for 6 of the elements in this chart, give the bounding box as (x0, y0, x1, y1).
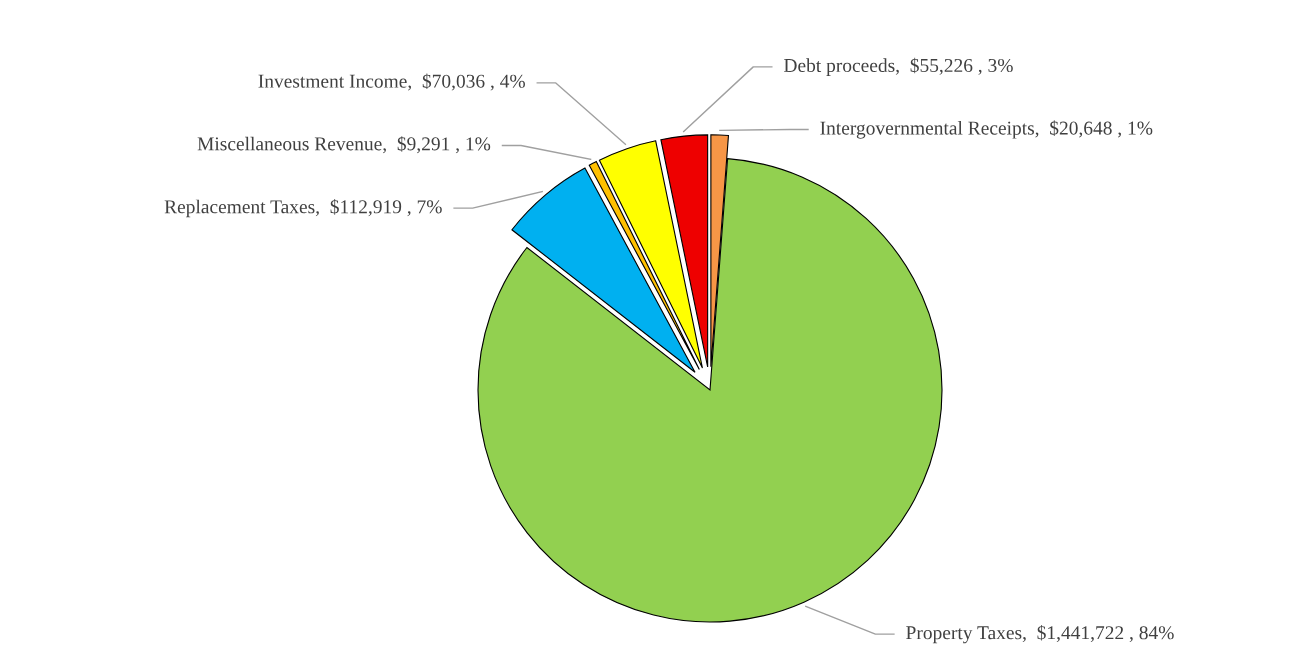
slice-label: Replacement Taxes, $112,919 , 7% (164, 199, 442, 218)
slice-label: Debt proceeds, $55,226 , 3% (784, 57, 1013, 76)
slice-label: Investment Income, $70,036 , 4% (258, 73, 525, 91)
slice-label: Miscellaneous Revenue, $9,291 , 1% (197, 136, 491, 154)
slice-label: Property Taxes, $1,441,722 , 84% (906, 625, 1174, 644)
slice-label: Intergovernmental Receipts, $20,648 , 1% (820, 120, 1153, 139)
